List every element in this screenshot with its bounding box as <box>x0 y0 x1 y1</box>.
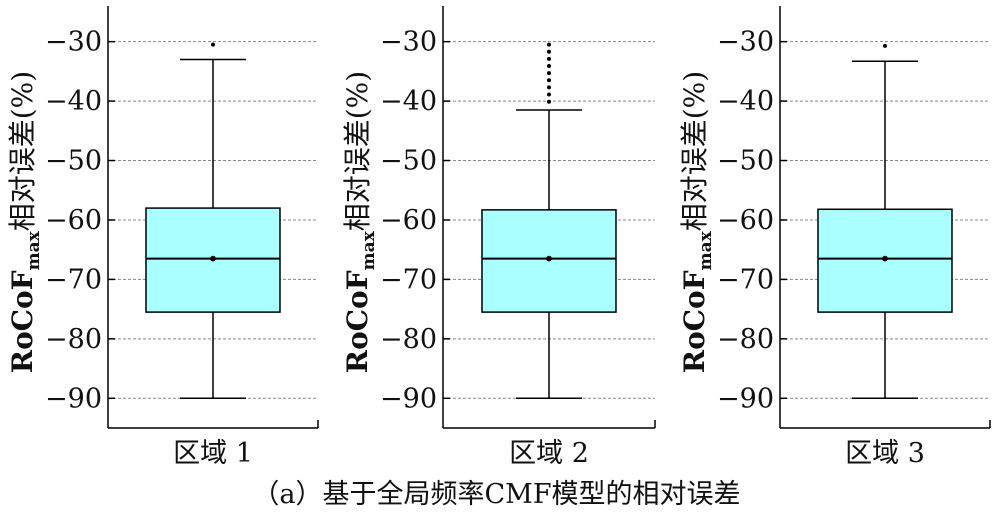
outlier-point <box>547 92 551 97</box>
y-tick-label: −40 <box>45 86 102 117</box>
outlier-point <box>547 49 551 54</box>
y-tick-label: −80 <box>45 324 102 355</box>
panel-2: −90 −80 −70 −60 −50 −40 −30 区域 2 RoCoFmax相对误差(%) <box>341 6 656 469</box>
y-tick-label: −70 <box>717 264 774 295</box>
panel-1: −90 −80 −70 −60 −50 −40 −30 区域 1 RoCoFmax相对误差(%) <box>6 6 319 469</box>
y-tick-label: −70 <box>45 264 102 295</box>
y-tick-label: −30 <box>45 27 102 58</box>
y-tick-label: −30 <box>380 27 437 58</box>
outlier-point <box>547 42 551 47</box>
outlier-point <box>547 64 551 69</box>
y-axis-label: RoCoFmax相对误差(%) <box>341 71 379 373</box>
y-tick-label: −70 <box>380 264 437 295</box>
mean-marker <box>546 255 552 262</box>
y-tick-label: −60 <box>717 205 774 236</box>
y-tick-label: −80 <box>380 324 437 355</box>
y-tick-label: −40 <box>380 86 437 117</box>
mean-marker <box>210 255 216 262</box>
y-tick-label: −80 <box>717 324 774 355</box>
y-tick-label: −50 <box>45 146 102 177</box>
y-tick-label: −60 <box>380 205 437 236</box>
outlier-point <box>547 78 551 83</box>
outlier-point <box>883 43 887 48</box>
y-tick-label: −90 <box>45 383 102 414</box>
y-tick-label: −90 <box>717 383 774 414</box>
y-tick-label: −30 <box>717 27 774 58</box>
y-axis-label: RoCoFmax相对误差(%) <box>6 71 44 373</box>
x-category-label: 区域 3 <box>845 438 925 469</box>
outlier-point <box>547 85 551 90</box>
x-category-label: 区域 1 <box>173 438 253 469</box>
outlier-point <box>547 71 551 76</box>
y-tick-label: −60 <box>45 205 102 236</box>
mean-marker <box>882 255 888 262</box>
outlier-point <box>211 42 215 47</box>
y-tick-label: −50 <box>380 146 437 177</box>
y-tick-label: −90 <box>380 383 437 414</box>
y-tick-label: −40 <box>717 86 774 117</box>
x-category-label: 区域 2 <box>509 438 589 469</box>
y-tick-label: −50 <box>717 146 774 177</box>
outlier-point <box>547 99 551 104</box>
y-axis-label: RoCoFmax相对误差(%) <box>678 71 716 373</box>
outlier-point <box>547 56 551 61</box>
figure-caption: （a）基于全局频率CMF模型的相对误差 <box>252 479 741 510</box>
panel-3: −90 −80 −70 −60 −50 −40 −30 区域 3 RoCoFmax相对误差(%) <box>678 6 991 469</box>
